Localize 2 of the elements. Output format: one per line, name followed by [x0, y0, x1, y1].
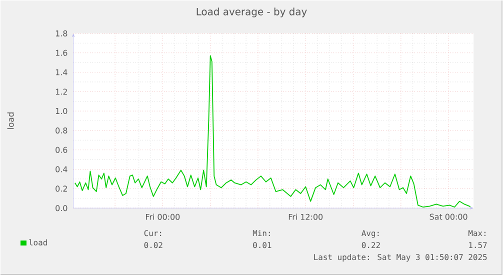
chart-title: Load average - by day — [196, 7, 307, 18]
y-axis-title: load — [7, 112, 14, 129]
